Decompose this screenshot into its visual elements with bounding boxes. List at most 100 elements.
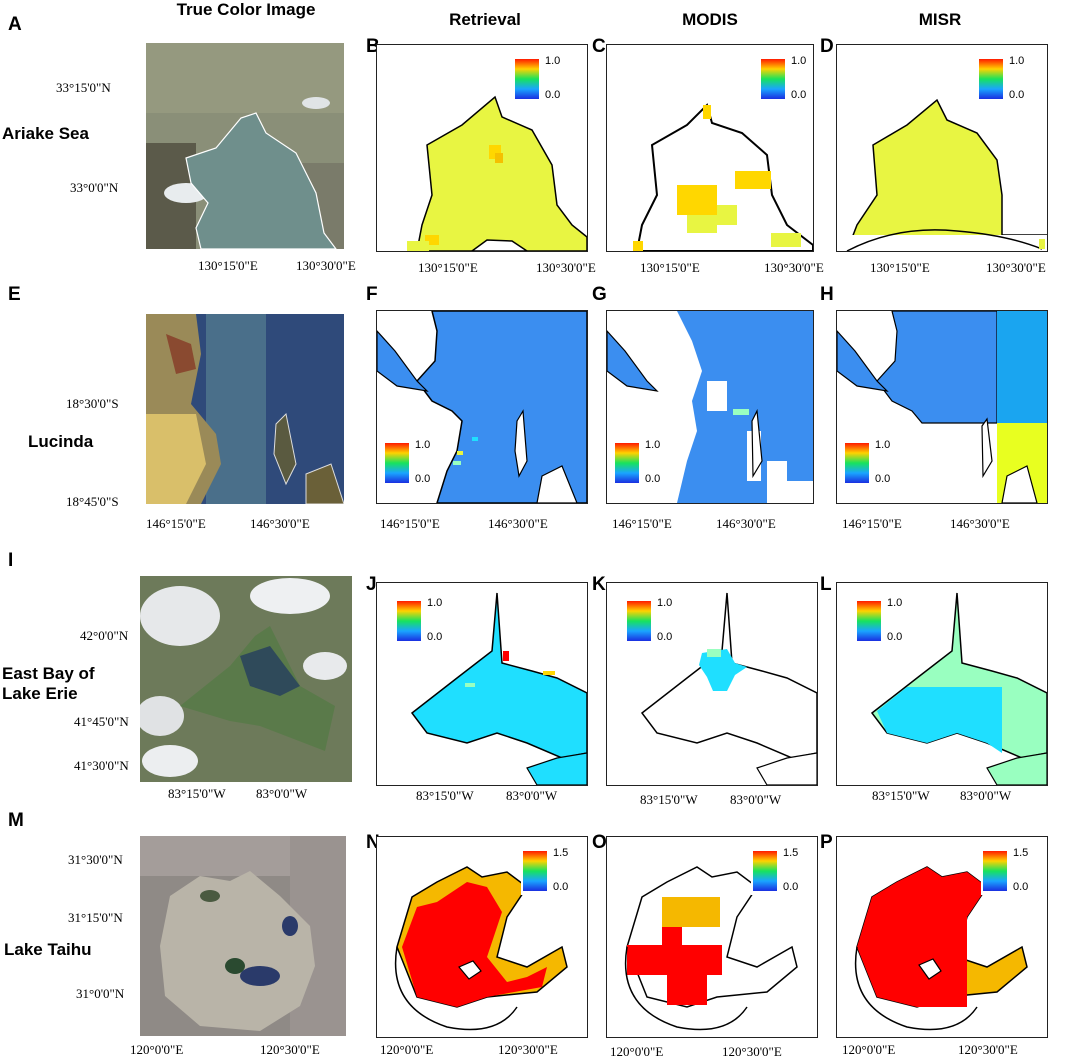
lon-tick: 130°30'0"E	[764, 260, 824, 275]
panel-letter-a: A	[8, 14, 22, 35]
lon-tick: 146°30'0"E	[950, 516, 1010, 531]
map-panel-d-misr: 1.0 0.0	[836, 44, 1048, 252]
legend: 1.0 0.0	[395, 597, 457, 645]
true-color-image-lake-taihu	[140, 836, 346, 1036]
legend-max: 1.0	[791, 55, 807, 67]
legend-min: 0.0	[1013, 881, 1029, 893]
map-panel-l-misr: 1.0 0.0	[836, 582, 1048, 786]
row-label-lake-taihu: Lake Taihu	[4, 940, 92, 959]
legend-min: 0.0	[553, 881, 569, 893]
lon-tick: 120°30'0"E	[260, 1042, 320, 1057]
legend-max: 1.0	[427, 597, 443, 609]
legend-max: 1.5	[783, 847, 799, 859]
column-header-true-color: True Color Image	[176, 0, 316, 19]
lon-tick: 120°30'0"E	[498, 1042, 558, 1057]
true-color-image-lucinda	[146, 314, 344, 504]
legend-max: 1.5	[1013, 847, 1029, 859]
legend-max: 1.5	[553, 847, 569, 859]
lon-tick: 120°0'0"E	[130, 1042, 184, 1057]
lon-tick: 130°15'0"E	[640, 260, 700, 275]
panel-letter-m: M	[8, 810, 24, 831]
legend-min: 0.0	[415, 473, 431, 485]
panel-letter-h: H	[820, 284, 834, 305]
lon-tick: 130°30'0"E	[296, 258, 356, 273]
lon-tick: 130°15'0"E	[418, 260, 478, 275]
legend: 1.5 0.0	[521, 847, 583, 895]
lon-tick: 83°15'0"W	[416, 788, 474, 803]
legend-min: 0.0	[791, 89, 807, 101]
lon-tick: 120°30'0"E	[958, 1042, 1018, 1057]
row-label-east-bay-of-lake-erie: East Bay of Lake Erie	[2, 664, 95, 704]
legend-max: 1.0	[645, 439, 661, 451]
legend: 1.5 0.0	[751, 847, 813, 895]
panel-letter-k: K	[592, 574, 606, 595]
colorbar	[979, 59, 1003, 99]
lon-tick: 83°0'0"W	[730, 792, 782, 807]
lon-tick: 146°15'0"E	[612, 516, 672, 531]
lon-tick: 130°30'0"E	[986, 260, 1046, 275]
lat-tick: 33°0'0"N	[70, 180, 119, 195]
colorbar	[515, 59, 539, 99]
lat-tick: 18°30'0"S	[66, 396, 119, 411]
lat-tick: 41°45'0"N	[74, 714, 129, 729]
legend-min: 0.0	[875, 473, 891, 485]
map-panel-p-misr: 1.5 0.0	[836, 836, 1048, 1038]
colorbar	[627, 601, 651, 641]
lon-tick: 146°30'0"E	[250, 516, 310, 531]
row-label-line-1: East Bay of	[2, 664, 95, 683]
legend-max: 1.0	[887, 597, 903, 609]
legend-min: 0.0	[657, 631, 673, 643]
panel-letter-d: D	[820, 36, 834, 57]
legend-min: 0.0	[645, 473, 661, 485]
lat-tick: 42°0'0"N	[80, 628, 129, 643]
legend-max: 1.0	[1009, 55, 1025, 67]
legend: 1.0 0.0	[855, 597, 917, 645]
map-panel-b-retrieval: 1.0 0.0	[376, 44, 588, 252]
panel-letter-l: L	[820, 574, 832, 595]
column-header-retrieval: Retrieval	[449, 10, 521, 29]
legend-min: 0.0	[427, 631, 443, 643]
legend: 1.0 0.0	[513, 55, 575, 103]
legend-min: 0.0	[1009, 89, 1025, 101]
legend: 1.0 0.0	[759, 55, 813, 103]
lon-tick: 83°0'0"W	[256, 786, 308, 801]
colorbar	[397, 601, 421, 641]
lon-tick: 146°15'0"E	[842, 516, 902, 531]
colorbar	[845, 443, 869, 483]
lon-tick: 120°0'0"E	[380, 1042, 434, 1057]
legend: 1.0 0.0	[625, 597, 687, 645]
legend-max: 1.0	[545, 55, 561, 67]
legend: 1.0 0.0	[977, 55, 1039, 103]
lon-tick: 83°15'0"W	[872, 788, 930, 803]
colorbar	[753, 851, 777, 891]
legend-min: 0.0	[783, 881, 799, 893]
colorbar	[523, 851, 547, 891]
colorbar	[615, 443, 639, 483]
legend: 1.0 0.0	[383, 439, 445, 487]
true-color-image-lake-erie	[140, 576, 352, 782]
legend: 1.5 0.0	[981, 847, 1043, 895]
legend-min: 0.0	[545, 89, 561, 101]
legend-min: 0.0	[887, 631, 903, 643]
lon-tick: 130°30'0"E	[536, 260, 596, 275]
colorbar	[385, 443, 409, 483]
map-panel-f-retrieval: 1.0 0.0	[376, 310, 588, 504]
legend-max: 1.0	[657, 597, 673, 609]
panel-letter-j: J	[366, 574, 377, 595]
legend-max: 1.0	[875, 439, 891, 451]
legend: 1.0 0.0	[843, 439, 905, 487]
lon-tick: 146°30'0"E	[488, 516, 548, 531]
true-color-image-ariake	[146, 43, 344, 249]
panel-letter-c: C	[592, 36, 606, 57]
row-label-lucinda: Lucinda	[28, 432, 94, 451]
legend-max: 1.0	[415, 439, 431, 451]
lon-tick: 120°30'0"E	[722, 1044, 782, 1059]
lat-tick: 33°15'0"N	[56, 80, 111, 95]
map-panel-j-retrieval: 1.0 0.0	[376, 582, 588, 786]
colorbar	[761, 59, 785, 99]
lat-tick: 18°45'0"S	[66, 494, 119, 509]
lat-tick: 41°30'0"N	[74, 758, 129, 773]
colorbar	[857, 601, 881, 641]
panel-letter-e: E	[8, 284, 21, 305]
lon-tick: 146°15'0"E	[146, 516, 206, 531]
